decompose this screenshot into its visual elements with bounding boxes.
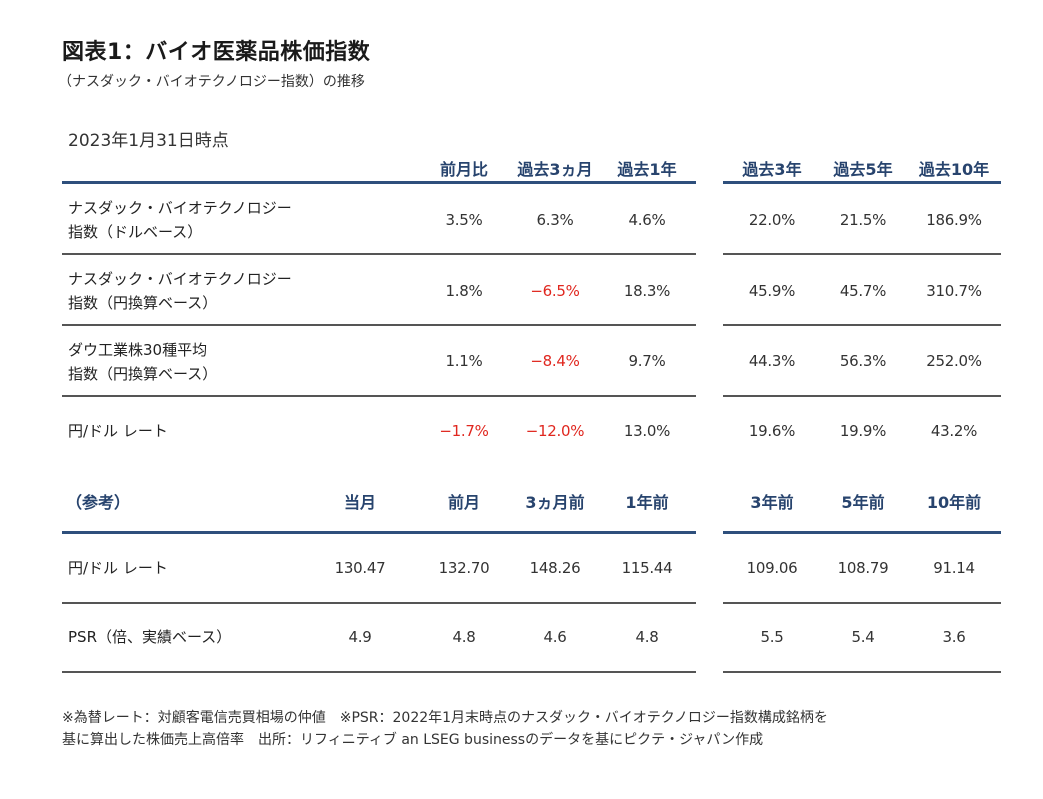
table-cell: 45.7%: [839, 282, 887, 300]
header-10-years-ago: 10年前: [926, 493, 982, 512]
table-cell: 21.5%: [839, 211, 887, 229]
table-cell: 44.3%: [748, 352, 796, 370]
row-divider: [723, 324, 1001, 326]
row-divider: [723, 671, 1001, 673]
table-cell-negative: −12.0%: [525, 422, 585, 440]
table-cell: 109.06: [746, 559, 798, 577]
table-cell: 43.2%: [930, 422, 978, 440]
table-cell: 18.3%: [623, 282, 671, 300]
table-cell: 115.44: [621, 559, 673, 577]
table-cell: 91.14: [933, 559, 975, 577]
as-of-date: 2023年1月31日時点: [68, 131, 229, 151]
table-cell: 19.6%: [748, 422, 796, 440]
table-cell: 4.6%: [628, 211, 666, 229]
row-divider: [723, 253, 1001, 255]
table-cell: 13.0%: [623, 422, 671, 440]
row-divider: [62, 395, 696, 397]
reference-row-label-psr: PSR（倍、実績ベース）: [68, 628, 232, 646]
table-cell: 3.5%: [445, 211, 483, 229]
header-past-3-months: 過去3ヵ月: [517, 160, 593, 179]
row-label-line2: 指数（円換算ベース）: [68, 294, 218, 312]
table-cell: 4.8: [452, 628, 476, 646]
chart-title: 図表1：バイオ医薬品株価指数: [62, 40, 371, 65]
header-3-months-ago: 3ヵ月前: [525, 493, 585, 512]
table-cell: 4.8: [635, 628, 659, 646]
header-this-month: 当月: [343, 493, 377, 512]
table-cell: 132.70: [438, 559, 490, 577]
table-cell: 310.7%: [926, 282, 982, 300]
row-label-usdjpy: 円/ドル レート: [68, 419, 168, 443]
row-divider: [723, 602, 1001, 604]
footnote-line-2: 基に算出した株価売上高倍率 出所：リフィニティブ an LSEG busines…: [62, 732, 764, 748]
table-cell: 19.9%: [839, 422, 887, 440]
table-cell: 186.9%: [926, 211, 982, 229]
row-label-line1: ナスダック・バイオテクノロジー: [68, 270, 292, 288]
header-prev-month: 前月比: [439, 160, 489, 179]
row-label-line2: 指数（円換算ベース）: [68, 365, 218, 383]
header-past-10-years: 過去10年: [918, 160, 990, 179]
chart-subtitle: （ナスダック・バイオテクノロジー指数）の推移: [58, 74, 365, 90]
table-cell: 22.0%: [748, 211, 796, 229]
header-past-5-years: 過去5年: [833, 160, 893, 179]
row-divider: [62, 324, 696, 326]
row-label-line1: 円/ドル レート: [68, 422, 168, 440]
row-label-line1: ナスダック・バイオテクノロジー: [68, 199, 292, 217]
row-divider: [62, 671, 696, 673]
row-label-nbi-usd: ナスダック・バイオテクノロジー 指数（ドルベース）: [68, 196, 292, 244]
table-cell-negative: −8.4%: [530, 352, 580, 370]
header-rule-right: [723, 181, 1001, 184]
header-past-1-year: 過去1年: [617, 160, 677, 179]
table-cell: 130.47: [334, 559, 386, 577]
header-last-month: 前月: [447, 493, 481, 512]
row-divider: [62, 253, 696, 255]
reference-label: （参考）: [65, 493, 131, 512]
reference-row-label-usdjpy: 円/ドル レート: [68, 559, 168, 577]
table-cell: 4.9: [348, 628, 372, 646]
table-cell: 45.9%: [748, 282, 796, 300]
table-cell: 148.26: [529, 559, 581, 577]
row-label-dow-jpy: ダウ工業株30種平均 指数（円換算ベース）: [68, 338, 217, 386]
row-label-line1: ダウ工業株30種平均: [68, 341, 208, 359]
table-cell: 108.79: [837, 559, 889, 577]
row-label-line2: 指数（ドルベース）: [68, 223, 203, 241]
reference-header-rule-right: [723, 531, 1001, 534]
table-cell: 5.4: [851, 628, 875, 646]
table-cell: 3.6: [942, 628, 966, 646]
table-cell-negative: −1.7%: [439, 422, 489, 440]
table-cell-negative: −6.5%: [530, 282, 580, 300]
reference-header-rule-left: [62, 531, 696, 534]
header-1-year-ago: 1年前: [625, 493, 669, 512]
row-label-nbi-jpy: ナスダック・バイオテクノロジー 指数（円換算ベース）: [68, 267, 292, 315]
table-cell: 252.0%: [926, 352, 982, 370]
table-cell: 1.8%: [445, 282, 483, 300]
header-past-3-years: 過去3年: [742, 160, 802, 179]
header-3-years-ago: 3年前: [750, 493, 794, 512]
table-cell: 4.6: [543, 628, 567, 646]
table-cell: 5.5: [760, 628, 784, 646]
row-divider: [62, 602, 696, 604]
table-cell: 9.7%: [628, 352, 666, 370]
header-rule-left: [62, 181, 696, 184]
header-5-years-ago: 5年前: [841, 493, 885, 512]
row-divider: [723, 395, 1001, 397]
table-cell: 56.3%: [839, 352, 887, 370]
table-cell: 1.1%: [445, 352, 483, 370]
table-cell: 6.3%: [536, 211, 574, 229]
footnote-line-1: ※為替レート：対顧客電信売買相場の仲値 ※PSR：2022年1月末時点のナスダッ…: [62, 710, 828, 726]
